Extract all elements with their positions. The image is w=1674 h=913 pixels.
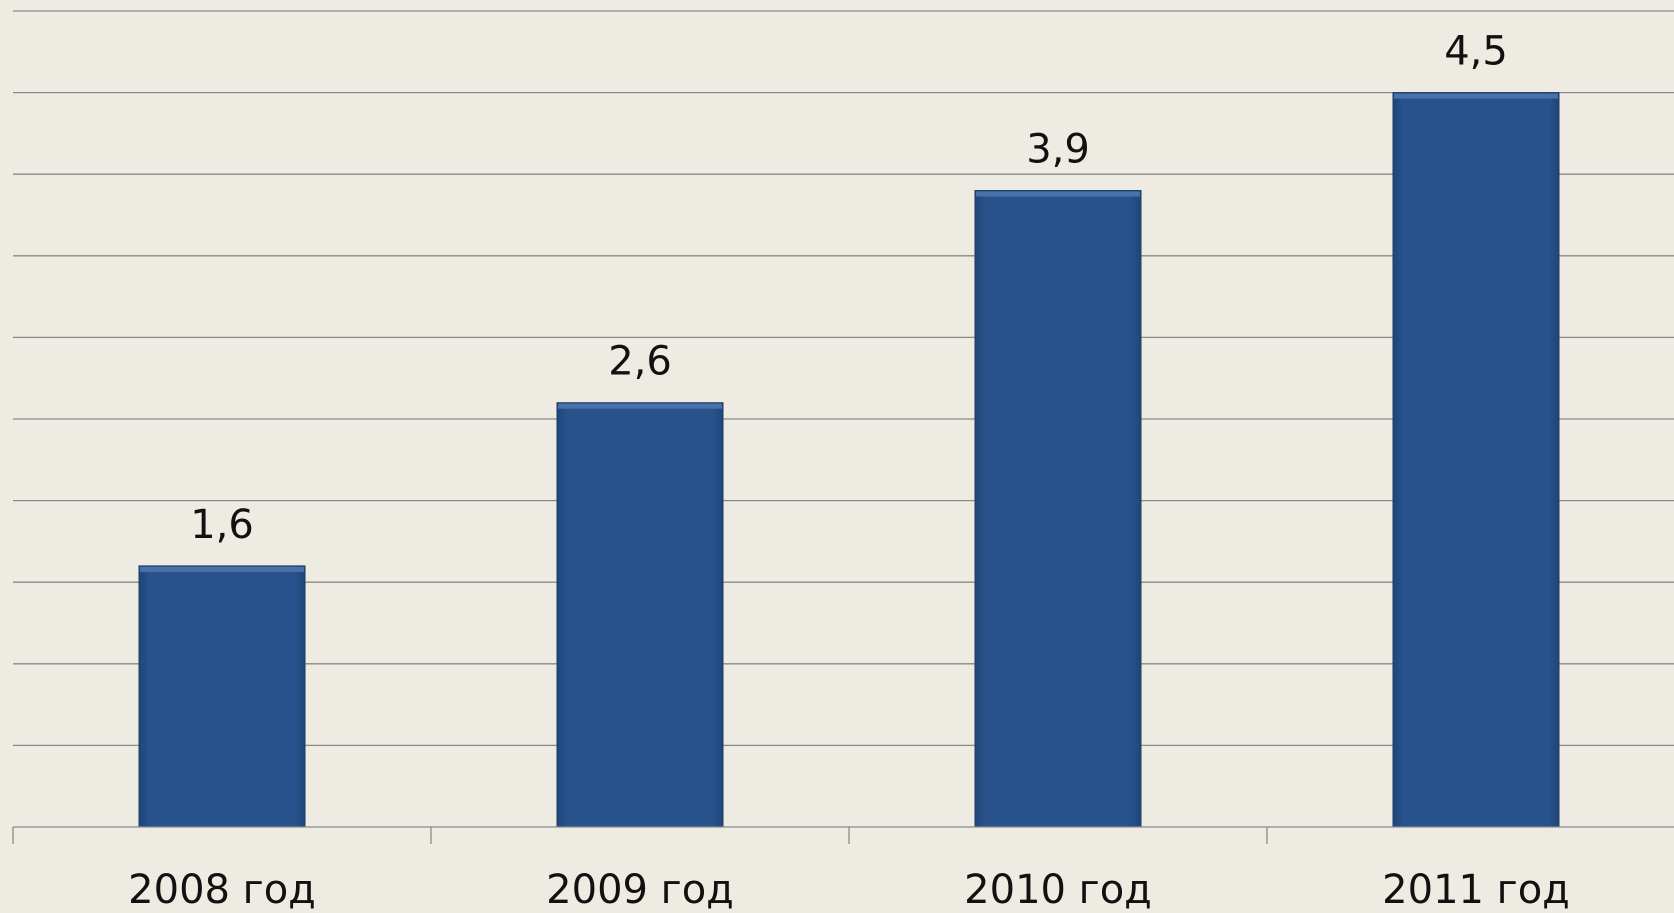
bar-2010-год	[974, 190, 1142, 828]
bar-bevel	[140, 566, 304, 572]
bar-bevel	[1394, 93, 1558, 99]
data-label: 1,6	[190, 502, 254, 548]
bar-2011-год	[1392, 92, 1560, 828]
bar-bevel	[558, 403, 722, 409]
bar-2009-год	[556, 402, 724, 828]
x-tick-label: 2011 год	[1382, 867, 1570, 913]
bar-2008-год	[138, 565, 306, 828]
bar-bevel	[976, 191, 1140, 197]
bars	[138, 92, 1560, 828]
data-label: 2,6	[608, 339, 672, 385]
data-label: 3,9	[1026, 127, 1090, 173]
data-labels: 1,6 2,6 3,9 4,5	[190, 29, 1508, 548]
data-label: 4,5	[1444, 29, 1508, 75]
x-tick-label: 2010 год	[964, 867, 1152, 913]
x-axis	[12, 826, 1674, 844]
x-tick-label: 2008 год	[128, 867, 316, 913]
category-labels: 2008 год 2009 год 2010 год 2011 год	[128, 867, 1570, 913]
x-tick-label: 2009 год	[546, 867, 734, 913]
